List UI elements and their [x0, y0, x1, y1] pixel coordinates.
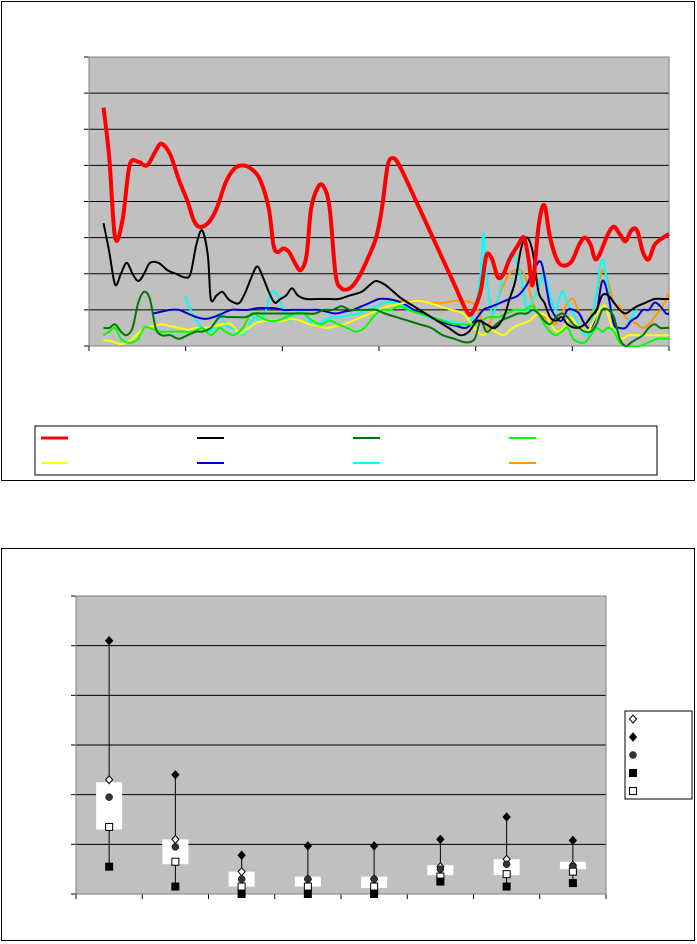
point-circle-filled [105, 793, 113, 801]
legend-marker-diamond-filled [628, 732, 638, 742]
point-square-filled [105, 862, 114, 871]
point-square-filled [436, 877, 445, 886]
point-diamond-filled [436, 834, 445, 845]
point-diamond-filled [369, 841, 379, 851]
point-square-open [303, 882, 312, 891]
point-square-open [370, 882, 379, 891]
point-square-open [237, 882, 246, 891]
point-diamond-filled [568, 835, 578, 846]
point-square-filled [502, 882, 511, 891]
legend-box [34, 425, 658, 476]
point-square-open [568, 867, 577, 876]
point-circle-filled [304, 875, 312, 883]
point-diamond-filled [502, 812, 511, 822]
point-square-open [502, 870, 511, 879]
point-square-filled [171, 882, 180, 891]
point-diamond-open [104, 775, 114, 785]
legend-marker-square-filled [629, 769, 637, 777]
point-square-filled [568, 879, 577, 888]
point-diamond-filled [237, 850, 246, 861]
point-circle-filled [502, 860, 511, 868]
plot-border [88, 56, 670, 347]
series-line-4 [102, 305, 669, 348]
point-square-filled [303, 890, 312, 898]
point-circle-filled [237, 875, 246, 883]
point-square-filled [237, 890, 246, 898]
legend-marker-square-open [629, 787, 637, 795]
plot-border [75, 595, 607, 895]
point-diamond-filled [303, 841, 313, 851]
legend-marker-diamond-open [628, 714, 638, 724]
series-line-3 [103, 290, 669, 348]
series-line-2 [102, 222, 669, 337]
point-diamond-filled [171, 770, 180, 780]
series-line-6 [152, 260, 670, 330]
point-circle-filled [171, 843, 180, 851]
point-square-open [105, 822, 114, 831]
point-square-open [171, 857, 180, 866]
point-circle-filled [370, 875, 378, 883]
point-circle-filled [436, 865, 445, 873]
legend-marker-circle-filled [629, 751, 637, 759]
box [96, 782, 123, 830]
point-square-filled [370, 890, 379, 898]
point-diamond-filled [104, 635, 114, 646]
series-line-1 [101, 107, 671, 317]
